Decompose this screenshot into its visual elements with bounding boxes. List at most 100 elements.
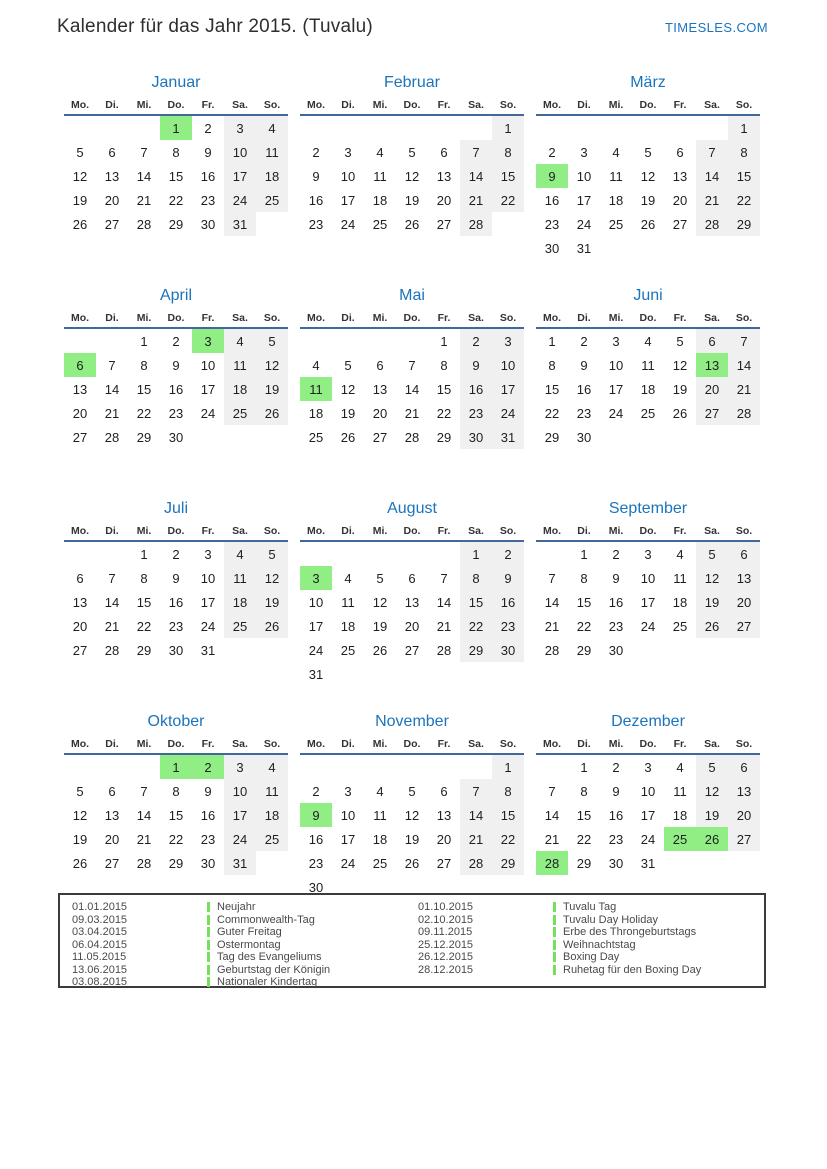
weekday-label: Mo. (306, 525, 326, 537)
holiday-name: Guter Freitag (217, 926, 282, 939)
day-cell: 23 (200, 192, 216, 208)
holiday-day-cell: 1 (160, 755, 192, 779)
day-cell: 30 (200, 855, 216, 871)
timesles-link[interactable]: TIMESLES.COM (664, 20, 768, 35)
day-cell: 20 (436, 831, 452, 847)
holiday-name: Ostermontag (217, 938, 281, 951)
week-row: 22 23 24 25 26 27 28 (536, 401, 760, 425)
weekday-label: Do. (167, 738, 185, 750)
day-cell: 6 (676, 144, 684, 160)
week-row: 26 27 28 29 30 31 (64, 212, 288, 236)
day-cell: 7 (108, 357, 116, 373)
empty-day-cell (332, 329, 364, 353)
weekend-day-cell: 3 (224, 755, 256, 779)
weekday-label: Fr. (201, 312, 215, 324)
weekday-label: Sa. (704, 312, 720, 324)
weekday-label: Sa. (232, 738, 248, 750)
weekend-day-cell: 10 (492, 353, 524, 377)
weekday-label: Sa. (468, 525, 484, 537)
day-cell: 3 (612, 333, 620, 349)
weekend-day-cell: 13 (728, 566, 760, 590)
weekday-label: Do. (167, 312, 185, 324)
day-cell: 14 (544, 807, 560, 823)
day-cell: 26 (404, 216, 420, 232)
holiday-marker-icon (553, 939, 556, 950)
weekday-label: Mo. (542, 525, 562, 537)
weekday-label: Sa. (232, 99, 248, 111)
empty-day-cell (428, 755, 460, 779)
week-row: 9 10 11 12 13 14 15 (300, 164, 524, 188)
day-cell: 12 (372, 594, 388, 610)
day-cell: 20 (72, 618, 88, 634)
week-row: 20 21 22 23 24 25 26 (64, 401, 288, 425)
day-cell: 11 (373, 807, 387, 823)
day-cell: 5 (644, 144, 652, 160)
weekday-label: Mo. (542, 99, 562, 111)
weekend-day-cell: 7 (728, 329, 760, 353)
legend-item: 03.04.2015 Guter Freitag (72, 926, 418, 939)
weekend-day-cell: 11 (224, 566, 256, 590)
day-cell: 4 (676, 759, 684, 775)
holiday-marker-icon (553, 914, 556, 925)
weekday-label: Do. (403, 738, 421, 750)
week-row: 14 15 16 17 18 19 20 (536, 803, 760, 827)
holiday-date: 03.04.2015 (72, 926, 128, 939)
weekend-day-cell: 6 (728, 542, 760, 566)
day-cell: 6 (440, 783, 448, 799)
day-cell: 12 (72, 168, 88, 184)
weekend-day-cell: 22 (460, 614, 492, 638)
weekday-label: Mo. (70, 525, 90, 537)
weekday-header-row: Mo. Di. Mi. Do. Fr. Sa. So. (64, 309, 288, 329)
day-cell: 3 (644, 759, 652, 775)
day-cell: 25 (640, 405, 656, 421)
week-row: 10 11 12 13 14 15 16 (300, 590, 524, 614)
day-cell: 30 (308, 879, 324, 895)
day-cell: 20 (404, 618, 420, 634)
day-cell: 9 (204, 783, 212, 799)
day-cell: 24 (576, 216, 592, 232)
day-cell: 15 (544, 381, 560, 397)
day-cell: 16 (308, 831, 324, 847)
month-title: Januar (151, 74, 201, 91)
day-cell: 17 (200, 594, 216, 610)
weekend-day-cell: 12 (256, 566, 288, 590)
day-cell: 22 (168, 831, 184, 847)
day-cell: 7 (140, 783, 148, 799)
weekend-day-cell: 22 (492, 188, 524, 212)
day-cell: 9 (612, 570, 620, 586)
holiday-day-cell: 13 (696, 353, 728, 377)
weekend-day-cell: 21 (460, 827, 492, 851)
weekday-label: Do. (167, 99, 185, 111)
holiday-day-cell: 11 (300, 377, 332, 401)
holiday-name: Neujahr (217, 901, 256, 914)
week-row: 12 13 14 15 16 17 18 (64, 803, 288, 827)
weekend-day-cell: 31 (492, 425, 524, 449)
weekday-label: Do. (403, 525, 421, 537)
weekend-day-cell: 15 (728, 164, 760, 188)
weekend-day-cell: 15 (492, 164, 524, 188)
weekday-header-row: Mo. Di. Mi. Do. Fr. Sa. So. (64, 522, 288, 542)
weekend-day-cell: 14 (460, 803, 492, 827)
weekday-label: Mi. (372, 525, 388, 537)
weekend-day-cell: 11 (256, 140, 288, 164)
day-cell: 23 (168, 618, 184, 634)
day-cell: 26 (340, 429, 356, 445)
empty-day-cell (536, 755, 568, 779)
day-cell: 20 (672, 192, 688, 208)
empty-day-cell (64, 542, 96, 566)
day-cell: 10 (640, 783, 656, 799)
day-cell: 27 (672, 216, 688, 232)
weekend-day-cell: 10 (224, 140, 256, 164)
weekday-label: Mi. (608, 312, 624, 324)
empty-day-cell (460, 662, 492, 686)
day-cell: 17 (640, 594, 656, 610)
weekend-day-cell: 20 (696, 377, 728, 401)
weekend-day-cell: 23 (492, 614, 524, 638)
week-row: 21 22 23 24 25 26 27 (536, 827, 760, 851)
day-cell: 25 (372, 855, 388, 871)
month-calendar: Februar Mo. Di. Mi. Do. Fr. Sa. So. 1 2 3 4 5 6 7 8 9 10 1… (300, 72, 524, 260)
day-cell: 7 (408, 357, 416, 373)
day-cell: 4 (644, 333, 652, 349)
